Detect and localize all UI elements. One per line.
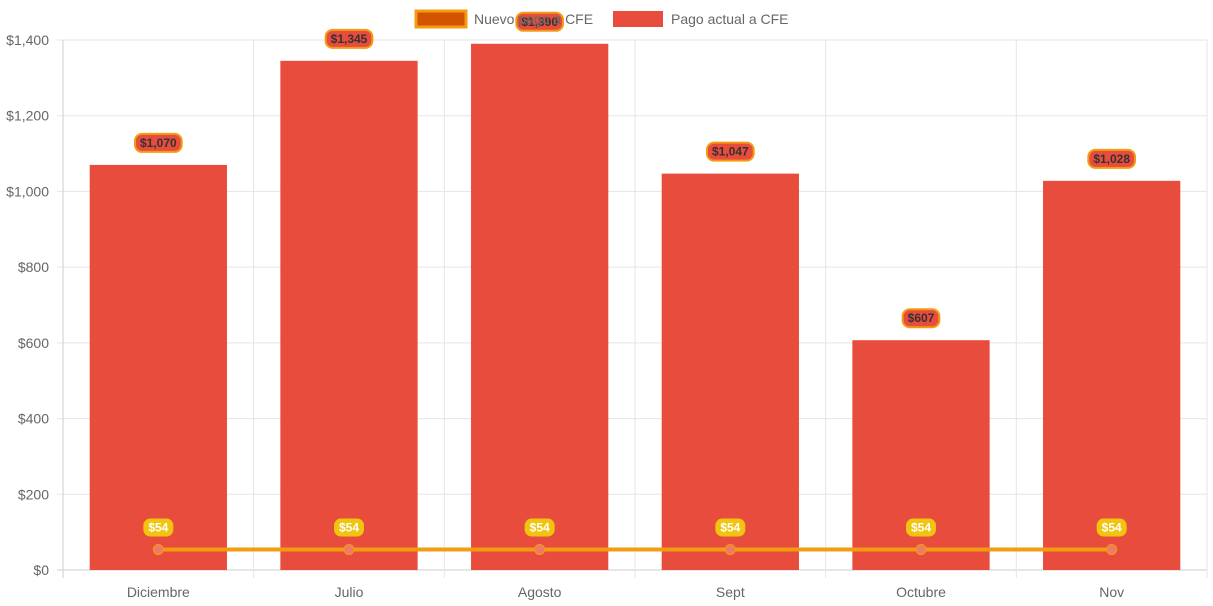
data-labels: $1,070 $1,345 $1,390 $1,047 $607 $1,028 $54 $54… [133,11,1137,537]
y-tick-label: $1,400 [6,32,49,48]
bar-data-label-bg [705,141,755,162]
line-point [915,544,927,556]
x-tick-label: Julio [335,584,364,600]
x-tick-label: Octubre [896,584,946,600]
legend-label: Pago actual a CFE [671,11,789,27]
line-data-label: $54 [715,518,746,537]
line-data-label-bg [143,518,174,537]
y-tick-label: $0 [33,562,49,578]
bar-data-label: $607 [901,308,941,329]
x-tick-label: Agosto [518,584,562,600]
bar [89,164,227,570]
bar-data-label: $1,390 [515,11,565,32]
line-point [1106,544,1118,556]
bar-data-label-text: $1,028 [1093,152,1130,166]
line-series [152,544,1118,556]
x-tick-label: Diciembre [127,584,190,600]
bar-data-label-text: $607 [908,311,935,325]
line-data-label-bg [333,518,365,537]
legend-item-pago-actual: Pago actual a CFE [613,11,789,27]
y-tick-label: $200 [18,486,49,502]
bar-data-label: $1,070 [133,132,183,153]
line-data-label-bg [905,518,937,537]
bar [280,60,418,570]
line-data-label-text: $54 [720,521,740,535]
line-data-label: $54 [333,518,365,537]
bar-data-label: $1,028 [1087,148,1137,169]
bar-data-label-text: $1,345 [331,32,368,46]
bar-data-label-bg [133,132,183,153]
line-data-label: $54 [905,518,937,537]
legend-item-nuevo-pago: Nuevo pago a CFE [414,9,593,29]
bar-data-label-text: $1,070 [140,136,177,150]
line-point [534,544,546,556]
bar-data-label-bg [901,308,941,329]
line-point [152,544,164,556]
line-data-label: $54 [524,518,555,537]
grid-lines [57,39,1208,578]
bar-data-label: $1,345 [324,28,374,49]
line-point [724,544,736,556]
line-point [343,544,355,556]
legend-swatch [414,9,468,29]
y-tick-label: $1,000 [6,183,49,199]
bar [1043,180,1181,571]
legend-swatch [613,11,663,27]
bar-data-label-bg [515,11,565,32]
legend: Nuevo pago a CFE Pago actual a CFE [414,9,789,29]
bar-data-label-text: $1,390 [521,15,558,29]
bar-data-label-bg [1087,148,1137,169]
line-data-label-bg [715,518,746,537]
line-data-label-text: $54 [339,521,359,535]
bar-data-label-text: $1,047 [712,145,749,159]
line-data-label: $54 [143,518,174,537]
bar-data-label: $1,047 [705,141,755,162]
y-tick-label: $600 [18,335,49,351]
y-tick-label: $800 [18,259,49,275]
x-tick-label: Sept [716,584,745,600]
y-tick-label: $1,200 [6,108,49,124]
line-data-label-text: $54 [911,521,931,535]
bar-data-label-bg [324,28,374,49]
bar [471,43,609,571]
x-tick-label: Nov [1099,584,1124,600]
line-data-label-bg [1096,518,1127,537]
line-data-label-bg [524,518,555,537]
bar [661,173,799,570]
axes: $0 $200 $400 $600 $800 $1,000 $1,200 $1,400 Dici… [6,32,1124,600]
legend-label: Nuevo pago a CFE [474,11,593,27]
line-data-label: $54 [1096,518,1127,537]
line-data-label-text: $54 [148,521,168,535]
y-tick-label: $400 [18,411,49,427]
line-data-label-text: $54 [530,521,550,535]
line-data-label-text: $54 [1102,521,1122,535]
bar-series [89,43,1181,571]
